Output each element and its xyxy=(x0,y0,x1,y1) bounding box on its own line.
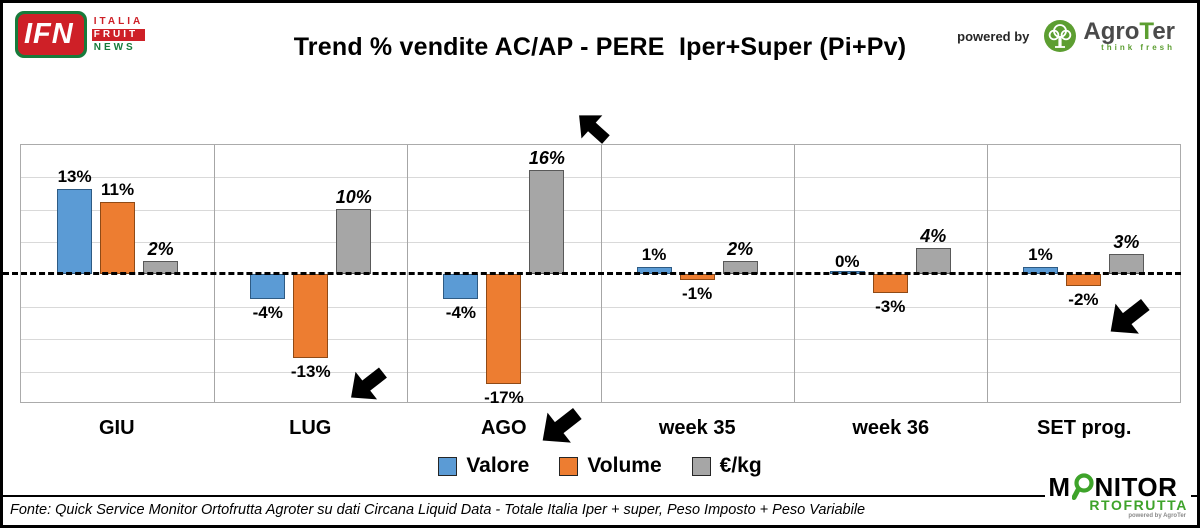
bar-volume xyxy=(872,273,908,293)
ifn-logo: IFN ITALIA FRUIT NEWS xyxy=(15,11,146,58)
value-label: -2% xyxy=(1068,290,1099,310)
bar-volume xyxy=(1065,273,1101,287)
x-axis-labels: GIU LUG AGO week 35 week 36 SET prog. xyxy=(20,417,1181,447)
bar--kg xyxy=(336,208,372,274)
value-label: 1% xyxy=(1028,245,1053,265)
bar-volume xyxy=(293,273,329,358)
legend-item-valore: Valore xyxy=(438,454,529,478)
source-footer: Fonte: Quick Service Monitor Ortofrutta … xyxy=(3,495,1197,525)
agroter-logo: AgroTer think fresh xyxy=(1043,19,1175,53)
value-label: -13% xyxy=(290,361,331,381)
bar-volume xyxy=(486,273,522,384)
value-label: 13% xyxy=(57,167,92,187)
powered-by-block: powered by AgroTer think fresh xyxy=(957,19,1175,53)
agroter-wordmark: AgroTer think fresh xyxy=(1083,18,1175,53)
bar-group-set-prog-: 1% -2% 3% xyxy=(987,145,1180,402)
annotation-arrow-ago-volume-icon xyxy=(525,392,595,462)
value-label: 2% xyxy=(727,238,754,259)
value-label: 16% xyxy=(528,147,565,168)
bar-volume xyxy=(100,202,136,274)
value-label: 10% xyxy=(335,186,372,207)
bar--kg xyxy=(915,247,951,274)
legend-item--kg: €/kg xyxy=(691,454,762,478)
bar-group-ago: -4% -17% 16% xyxy=(407,145,600,407)
x-axis-label-week-36: week 36 xyxy=(852,417,930,439)
x-axis-label-set-prog-: SET prog. xyxy=(1037,417,1132,439)
x-axis-label-ago: AGO xyxy=(480,417,527,439)
legend-label: €/kg xyxy=(719,454,762,477)
bar-valore xyxy=(443,273,479,300)
bar-group-lug: -4% -13% 10% xyxy=(214,145,407,402)
bar-valore xyxy=(57,189,93,274)
agroter-tagline: think fresh xyxy=(1101,43,1175,52)
agroter-tree-icon xyxy=(1044,20,1077,52)
x-axis-label-lug: LUG xyxy=(289,417,332,439)
ifn-logo-frame: IFN xyxy=(15,11,87,58)
chart-legend: Valore Volume €/kg xyxy=(3,454,1197,478)
magnifier-icon xyxy=(1071,473,1094,500)
value-label: 3% xyxy=(1113,232,1140,253)
value-label: -1% xyxy=(681,283,713,303)
ifn-word-italia: ITALIA xyxy=(93,15,144,27)
zero-baseline xyxy=(3,272,1181,275)
monitor-tagline: powered by AgroTer xyxy=(1128,513,1186,519)
value-label: 1% xyxy=(641,245,667,265)
value-label: 2% xyxy=(147,238,174,259)
monitor-m: M xyxy=(1048,471,1071,502)
bar--kg xyxy=(529,169,565,274)
legend-item-volume: Volume xyxy=(559,454,662,478)
bar-group-giu: 13% 11% 2% xyxy=(21,145,214,402)
value-label: 11% xyxy=(101,180,135,200)
value-label: -4% xyxy=(252,303,283,323)
legend-label: Volume xyxy=(587,454,662,477)
legend-swatch-icon xyxy=(691,456,711,476)
x-axis-label-week-35: week 35 xyxy=(658,417,736,439)
ifn-word-news: NEWS xyxy=(93,41,136,53)
value-label: 0% xyxy=(834,251,860,271)
powered-by-label: powered by xyxy=(957,28,1030,44)
annotation-arrow-lug-volume-icon xyxy=(335,353,400,418)
annotation-arrow-ago-price-icon xyxy=(564,99,622,157)
value-label: -3% xyxy=(875,296,906,316)
ifn-logo-words: ITALIA FRUIT NEWS xyxy=(91,11,146,58)
legend-swatch-icon xyxy=(559,456,579,476)
value-label: 4% xyxy=(920,225,947,246)
monitor-nitor: NITOR xyxy=(1094,471,1178,502)
x-axis-label-giu: GIU xyxy=(98,417,135,439)
ifn-word-fruit: FRUIT xyxy=(91,28,146,41)
page-title: Trend % vendite AC/AP - PERE Iper+Super … xyxy=(293,33,907,61)
legend-swatch-icon xyxy=(438,456,458,476)
monitor-ortofrutta-logo: M NITOR RTOFRUTTA powered by AgroTer xyxy=(1045,472,1191,520)
bar-valore xyxy=(250,273,286,300)
ifn-logo-abbr: IFN xyxy=(18,14,84,55)
legend-label: Valore xyxy=(466,454,530,477)
bar--kg xyxy=(1108,254,1144,274)
value-label: -17% xyxy=(484,387,524,407)
annotation-arrow-set-volume-icon xyxy=(1093,283,1163,353)
monitor-line2: RTOFRUTTA xyxy=(1089,497,1188,513)
bar-group-week-36: 0% -3% 4% xyxy=(794,145,987,402)
value-label: -4% xyxy=(445,303,477,323)
